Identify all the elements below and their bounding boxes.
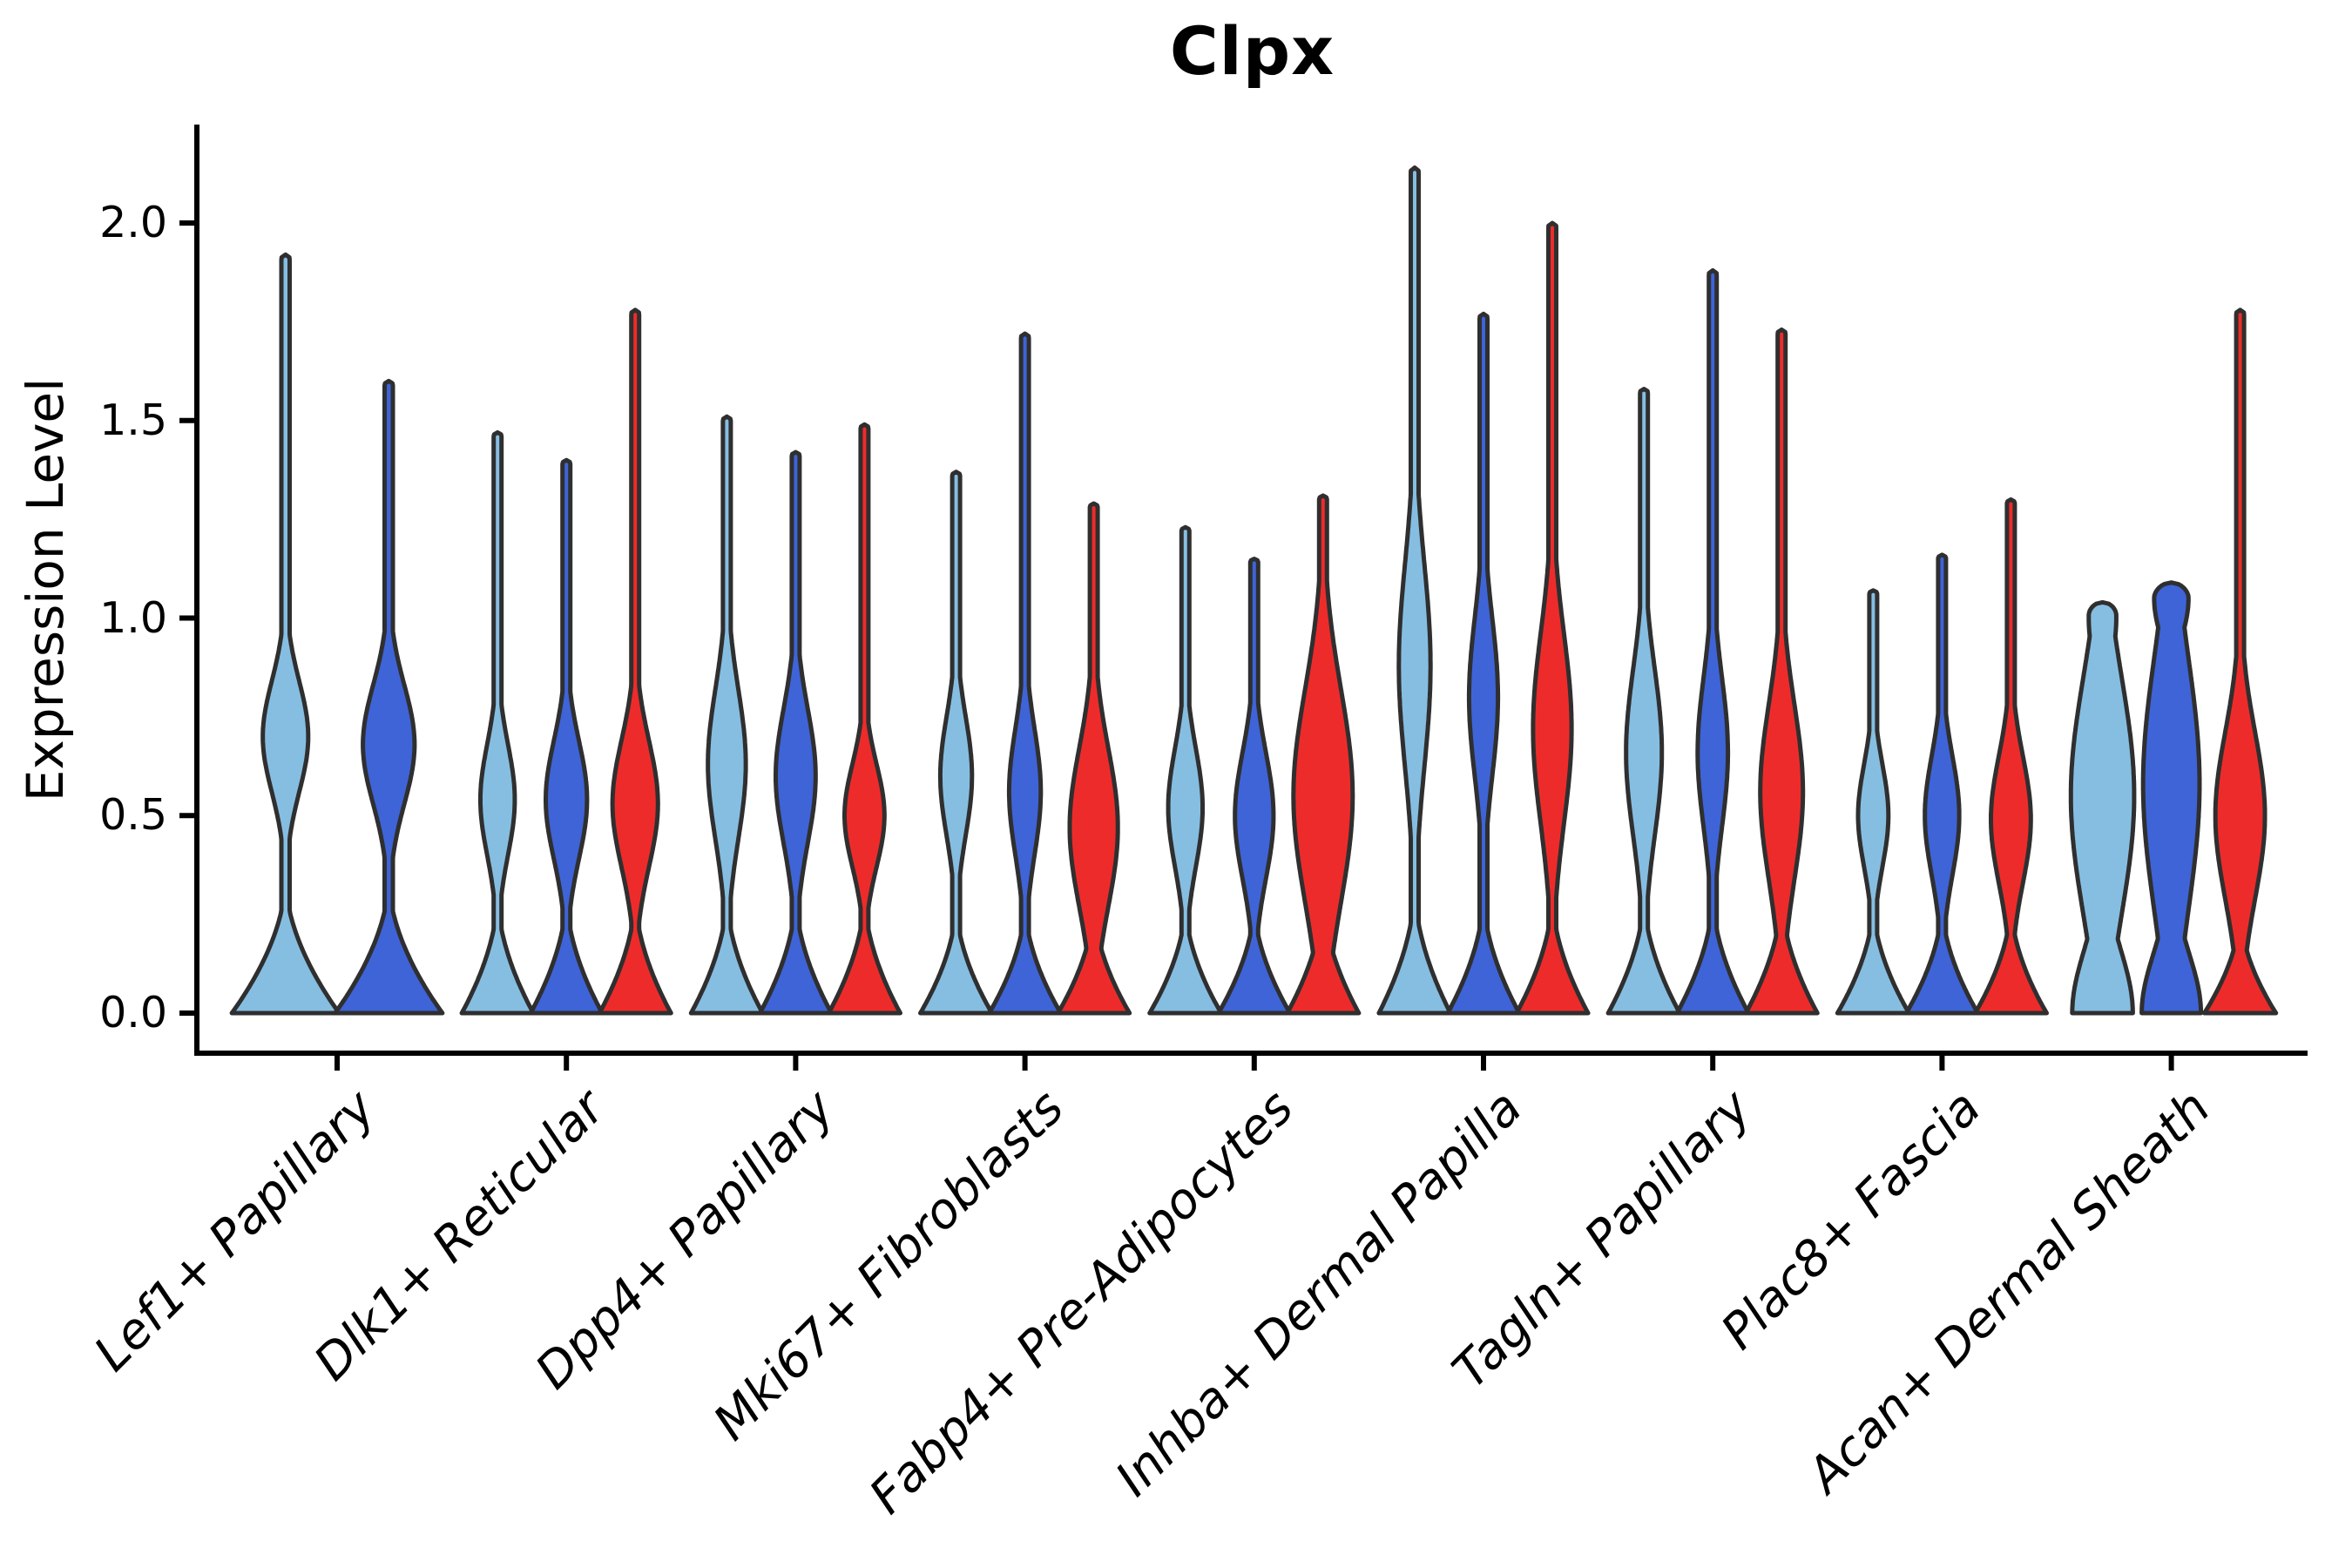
violin-light_blue-3 xyxy=(918,470,995,1016)
violin-royal_blue-7 xyxy=(1903,552,1980,1016)
y-tick-label-0.0: 0.0 xyxy=(99,988,167,1037)
violin-royal_blue-4 xyxy=(1216,557,1293,1016)
violin-red-4 xyxy=(1285,493,1362,1016)
violin-royal_blue-2 xyxy=(757,449,834,1016)
chart-title: Clpx xyxy=(1169,12,1335,90)
violin-light_blue-0 xyxy=(229,252,341,1016)
violin-red-5 xyxy=(1514,220,1591,1016)
violin-red-3 xyxy=(1056,501,1132,1016)
y-tick-label-0.5: 0.5 xyxy=(99,790,167,840)
y-tick-label-1.0: 1.0 xyxy=(99,593,167,643)
violin-red-8 xyxy=(2202,308,2279,1016)
violin-light_blue-7 xyxy=(1835,588,1911,1016)
violin-red-7 xyxy=(1972,497,2049,1016)
violin-light_blue-1 xyxy=(459,429,536,1016)
violin-red-1 xyxy=(597,308,673,1016)
violin-light_blue-2 xyxy=(688,414,765,1016)
violin-light_blue-5 xyxy=(1376,166,1453,1016)
violin-royal_blue-3 xyxy=(987,331,1064,1016)
violin-light_blue-4 xyxy=(1147,524,1224,1016)
violin-royal_blue-6 xyxy=(1674,267,1751,1016)
violin-royal_blue-5 xyxy=(1445,311,1522,1016)
violin-royal_blue-8 xyxy=(2139,580,2204,1016)
violin-light_blue-6 xyxy=(1605,387,1682,1016)
violin-royal_blue-0 xyxy=(333,378,445,1016)
violin-red-6 xyxy=(1743,327,1820,1016)
y-tick-label-1.5: 1.5 xyxy=(99,395,167,445)
y-tick-label-2.0: 2.0 xyxy=(99,198,167,247)
violin-royal_blue-1 xyxy=(528,457,605,1016)
y-axis-label: Expression Level xyxy=(16,377,75,802)
violin-light_blue-8 xyxy=(2068,599,2137,1016)
violin-red-2 xyxy=(826,422,902,1016)
